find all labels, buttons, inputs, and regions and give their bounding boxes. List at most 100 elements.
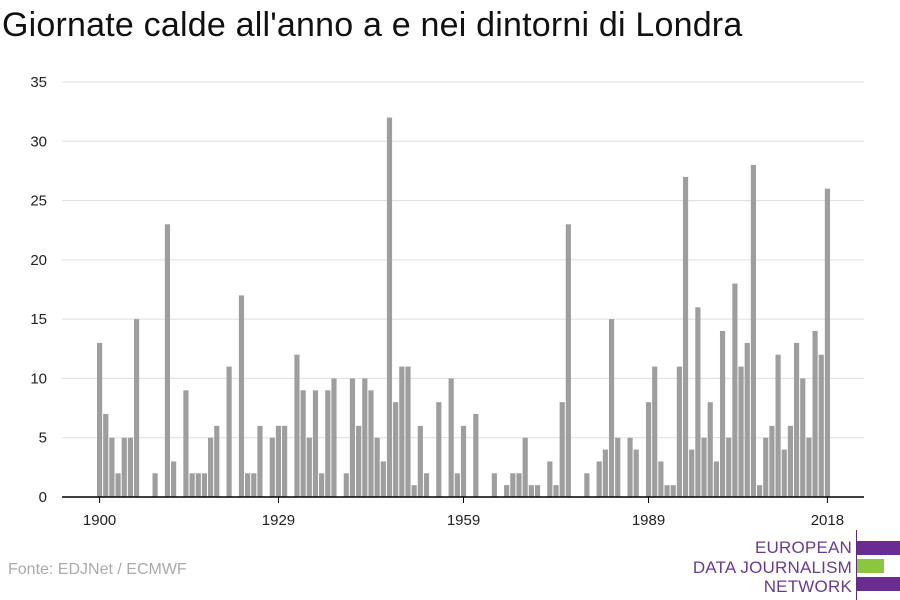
bar-1971[interactable] bbox=[534, 485, 541, 497]
bar-1903[interactable] bbox=[115, 473, 121, 497]
bar-1955[interactable] bbox=[436, 402, 442, 497]
bar-1928[interactable] bbox=[269, 437, 275, 497]
bar-1999[interactable] bbox=[707, 402, 713, 497]
bar-1981[interactable] bbox=[596, 461, 602, 497]
bar-1974[interactable] bbox=[553, 485, 559, 497]
bar-1901[interactable] bbox=[103, 414, 109, 497]
bar-1904[interactable] bbox=[121, 437, 127, 497]
bar-2009[interactable] bbox=[769, 425, 775, 497]
bar-1986[interactable] bbox=[627, 437, 633, 497]
bar-1983[interactable] bbox=[608, 319, 615, 497]
edjnet-logo[interactable]: EUROPEAN DATA JOURNALISM NETWORK bbox=[690, 530, 900, 600]
bar-2017[interactable] bbox=[818, 354, 824, 497]
bar-1982[interactable] bbox=[602, 449, 608, 497]
bar-1937[interactable] bbox=[325, 390, 331, 497]
bar-2018[interactable] bbox=[824, 188, 830, 497]
bar-1952[interactable] bbox=[417, 425, 423, 497]
bar-1948[interactable] bbox=[393, 402, 399, 497]
bar-1917[interactable] bbox=[201, 473, 208, 497]
bar-1925[interactable] bbox=[251, 473, 257, 497]
bar-1906[interactable] bbox=[134, 319, 140, 497]
bar-1989[interactable] bbox=[645, 402, 652, 497]
bar-1959[interactable] bbox=[460, 425, 467, 497]
bar-1973[interactable] bbox=[547, 461, 553, 497]
bar-1934[interactable] bbox=[306, 437, 312, 497]
bar-1911[interactable] bbox=[164, 224, 171, 498]
bar-1995[interactable] bbox=[682, 176, 689, 498]
bar-1940[interactable] bbox=[343, 473, 349, 497]
bar-1932[interactable] bbox=[294, 354, 300, 497]
bar-1950[interactable] bbox=[405, 366, 411, 497]
bar-2005[interactable] bbox=[744, 342, 750, 497]
bar-2001[interactable] bbox=[719, 331, 726, 497]
bar-1970[interactable] bbox=[528, 485, 534, 497]
bar-1961[interactable] bbox=[473, 414, 479, 497]
bar-1944[interactable] bbox=[368, 390, 374, 497]
bar-1979[interactable] bbox=[584, 473, 590, 497]
bar-2008[interactable] bbox=[763, 437, 769, 497]
bar-1945[interactable] bbox=[374, 437, 380, 497]
bar-1902[interactable] bbox=[109, 437, 115, 497]
bar-1975[interactable] bbox=[559, 402, 565, 497]
bar-1994[interactable] bbox=[676, 366, 682, 497]
bar-1930[interactable] bbox=[282, 425, 288, 497]
bar-1943[interactable] bbox=[362, 378, 368, 497]
bar-1987[interactable] bbox=[633, 449, 639, 497]
bar-1964[interactable] bbox=[491, 473, 497, 497]
bar-1990[interactable] bbox=[652, 366, 658, 497]
bar-1919[interactable] bbox=[214, 425, 220, 497]
bar-1949[interactable] bbox=[399, 366, 405, 497]
bar-1993[interactable] bbox=[670, 485, 676, 497]
bar-1967[interactable] bbox=[510, 473, 516, 497]
bar-2011[interactable] bbox=[781, 449, 787, 497]
bar-2013[interactable] bbox=[793, 342, 800, 497]
bar-1909[interactable] bbox=[152, 473, 158, 497]
bar-1936[interactable] bbox=[319, 473, 325, 497]
bar-1951[interactable] bbox=[411, 485, 417, 497]
bar-1935[interactable] bbox=[312, 390, 319, 497]
bar-1916[interactable] bbox=[195, 473, 201, 497]
bar-2003[interactable] bbox=[732, 283, 738, 497]
bar-1924[interactable] bbox=[245, 473, 251, 497]
bar-1958[interactable] bbox=[454, 473, 460, 497]
bar-1998[interactable] bbox=[701, 437, 707, 497]
bar-1926[interactable] bbox=[257, 425, 263, 497]
bar-1933[interactable] bbox=[300, 390, 306, 497]
bar-1953[interactable] bbox=[423, 473, 430, 497]
bar-1912[interactable] bbox=[171, 461, 177, 497]
bar-1969[interactable] bbox=[522, 437, 528, 497]
bar-1991[interactable] bbox=[658, 461, 664, 497]
bar-1921[interactable] bbox=[226, 366, 232, 497]
bar-1957[interactable] bbox=[448, 378, 454, 497]
bar-1946[interactable] bbox=[380, 461, 386, 497]
bar-1996[interactable] bbox=[689, 449, 695, 497]
bar-1984[interactable] bbox=[615, 437, 621, 497]
bar-1947[interactable] bbox=[386, 117, 393, 497]
bar-2012[interactable] bbox=[787, 425, 793, 497]
bar-1976[interactable] bbox=[565, 224, 571, 498]
bar-2014[interactable] bbox=[800, 378, 806, 497]
bar-1938[interactable] bbox=[331, 378, 337, 497]
bar-1966[interactable] bbox=[504, 485, 510, 497]
bar-2010[interactable] bbox=[775, 354, 781, 497]
bar-2016[interactable] bbox=[812, 331, 818, 497]
bar-1914[interactable] bbox=[183, 390, 189, 497]
bar-1942[interactable] bbox=[356, 425, 362, 497]
bar-2007[interactable] bbox=[756, 485, 763, 497]
bar-1997[interactable] bbox=[695, 307, 701, 497]
bar-2006[interactable] bbox=[750, 165, 756, 497]
y-tick-label-35: 35 bbox=[30, 74, 47, 91]
bar-1905[interactable] bbox=[127, 437, 134, 497]
bar-1900[interactable] bbox=[97, 342, 103, 497]
bar-2000[interactable] bbox=[713, 461, 719, 497]
bar-2004[interactable] bbox=[738, 366, 744, 497]
bar-1923[interactable] bbox=[238, 295, 245, 497]
bar-1941[interactable] bbox=[349, 378, 356, 497]
bar-2015[interactable] bbox=[806, 437, 812, 497]
bar-2002[interactable] bbox=[726, 437, 732, 497]
bar-1968[interactable] bbox=[516, 473, 522, 497]
bar-1915[interactable] bbox=[189, 473, 195, 497]
bar-1992[interactable] bbox=[664, 485, 670, 497]
bar-1918[interactable] bbox=[208, 437, 214, 497]
bar-1929[interactable] bbox=[275, 425, 282, 497]
